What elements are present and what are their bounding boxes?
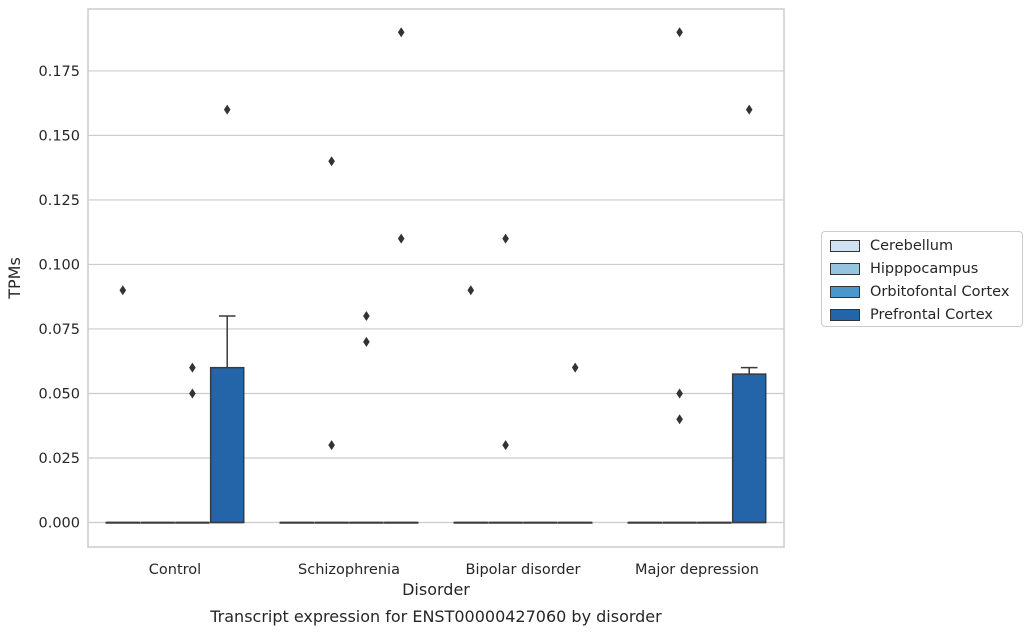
outlier-point <box>676 27 683 38</box>
outlier-point <box>502 440 509 451</box>
legend-label-prefrontal-cortex: Prefrontal Cortex <box>870 306 993 323</box>
legend-swatch-cerebellum <box>830 240 860 253</box>
y-tick-label: 0.050 <box>38 386 80 402</box>
legend-swatch-prefrontal-cortex <box>830 308 860 321</box>
legend-item-cerebellum: Cerebellum <box>822 235 1022 258</box>
y-tick-labels: 0.000 0.025 0.050 0.075 0.100 0.125 0.150 0.175 <box>38 64 80 532</box>
outlier-point <box>676 388 683 399</box>
legend-label-orbitofrontal-cortex: Orbitofontal Cortex <box>870 283 1010 300</box>
y-tick-label: 0.100 <box>38 257 80 273</box>
boxes <box>105 315 767 524</box>
outlier-point <box>571 362 579 373</box>
y-tick-label: 0.175 <box>38 64 80 80</box>
chart-title: Transcript expression for ENST0000042706… <box>209 607 662 626</box>
outlier-point <box>328 440 335 451</box>
y-tick-label: 0.150 <box>38 128 80 144</box>
box <box>731 373 767 524</box>
outlier-point <box>502 233 509 244</box>
legend-label-hippocampus: Hipppocampus <box>870 261 979 278</box>
legend: Cerebellum Hipppocampus Orbitofontal Cor… <box>821 231 1023 327</box>
box <box>209 366 245 524</box>
legend-item-prefrontal-cortex: Prefrontal Cortex <box>822 303 1022 326</box>
outlier-point <box>223 104 231 115</box>
outlier-point <box>189 362 196 373</box>
x-tick-label: Major depression <box>635 562 759 578</box>
x-tick-label: Control <box>149 562 201 578</box>
outlier-point <box>119 285 127 296</box>
plot-area-frame <box>87 8 785 548</box>
y-axis-label: TPMs <box>5 257 24 300</box>
outlier-point <box>745 104 753 115</box>
x-tick-label: Bipolar disorder <box>466 562 581 578</box>
legend-item-orbitofrontal-cortex: Orbitofontal Cortex <box>822 281 1022 304</box>
outlier-point <box>676 414 683 425</box>
legend-label-cerebellum: Cerebellum <box>870 238 954 255</box>
legend-swatch-orbitofrontal-cortex <box>830 285 860 298</box>
outlier-point <box>363 311 370 322</box>
outlier-point <box>467 285 475 296</box>
outlier-point <box>328 156 335 167</box>
outlier-point <box>397 233 405 244</box>
y-tick-label: 0.025 <box>38 451 80 467</box>
legend-swatch-hippocampus <box>830 263 860 276</box>
y-tick-label: 0.075 <box>38 322 80 338</box>
y-tick-label: 0.000 <box>38 515 80 531</box>
outlier-points <box>119 27 753 451</box>
outlier-point <box>363 336 370 347</box>
x-tick-labels: Control Schizophrenia Bipolar disorder Majo… <box>149 562 759 578</box>
x-tick-label: Schizophrenia <box>298 562 400 578</box>
grid-lines <box>88 70 784 524</box>
x-axis-label: Disorder <box>402 580 470 599</box>
legend-item-hippocampus: Hipppocampus <box>822 258 1022 281</box>
outlier-point <box>189 388 196 399</box>
y-tick-label: 0.125 <box>38 193 80 209</box>
outlier-point <box>397 27 405 38</box>
